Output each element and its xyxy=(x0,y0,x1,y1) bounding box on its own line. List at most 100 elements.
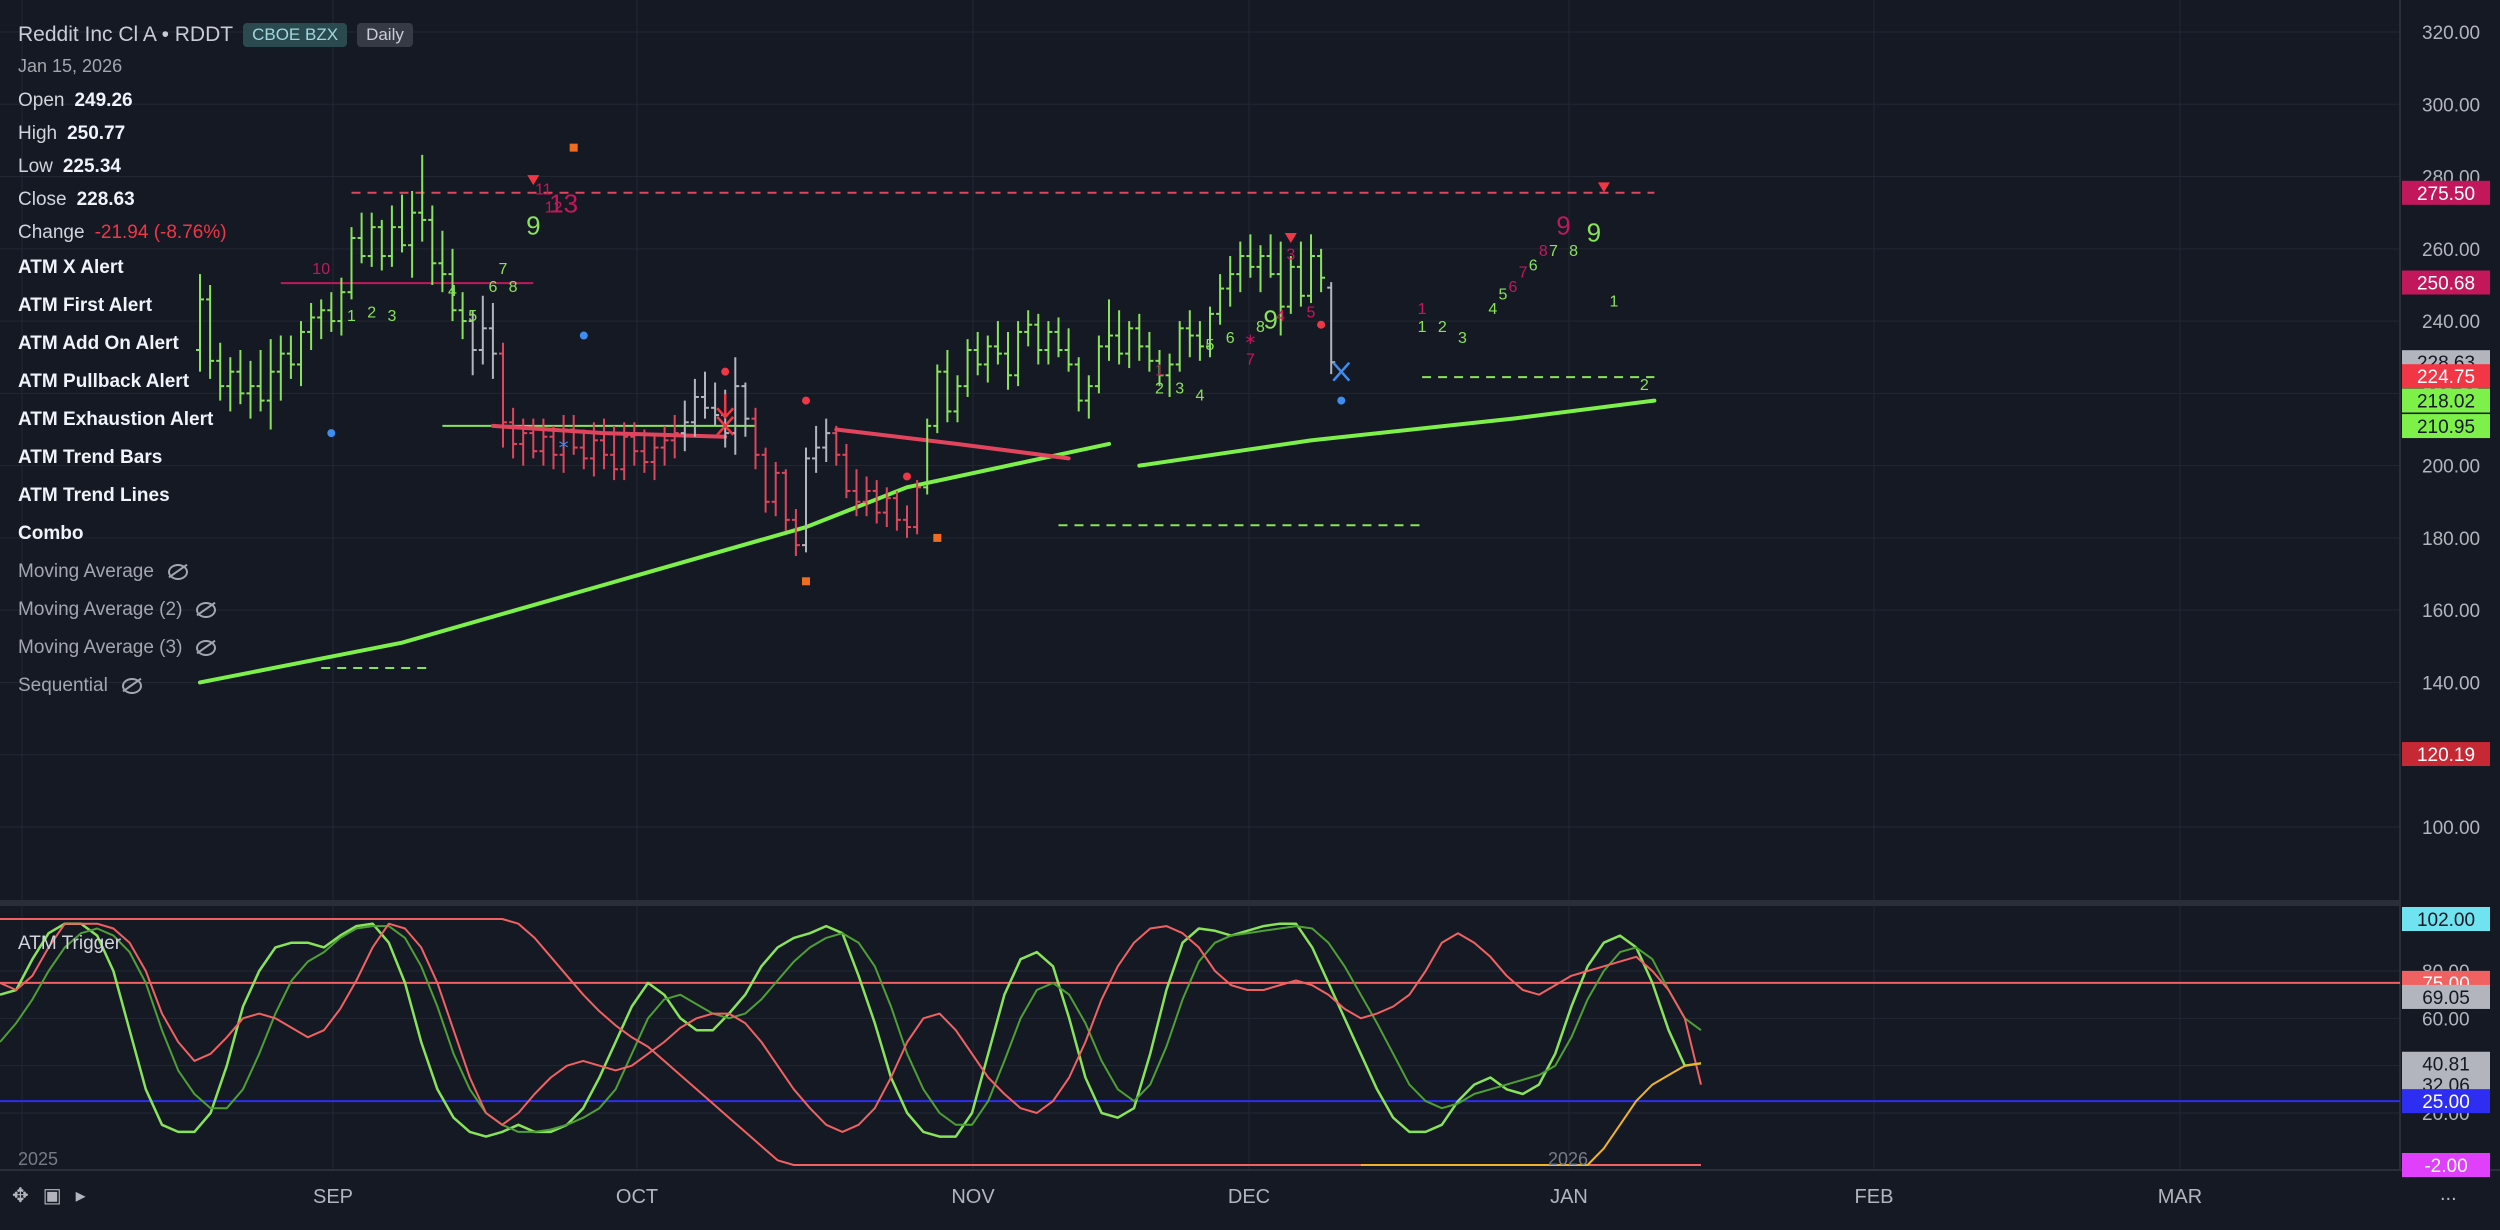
sequential-count-label: 7 xyxy=(499,261,508,278)
close-value: 228.63 xyxy=(76,188,135,210)
calendar-icon[interactable]: ▣ xyxy=(42,1185,62,1207)
exhaustion-triangle-icon xyxy=(527,175,540,186)
change-value: -21.94 (-8.76%) xyxy=(94,221,227,243)
sequential-count-label: 6 xyxy=(488,279,497,296)
sequential-count-label: 6 xyxy=(1529,258,1538,275)
price-axis-label: 320.00 xyxy=(2422,23,2480,44)
alert-dot-icon xyxy=(1317,320,1326,329)
indicator-list: ATM X Alert ATM First Alert ATM Add On Ale… xyxy=(18,249,413,705)
sequential-count-label: 1 xyxy=(1610,294,1619,311)
sequential-count-label: 4 xyxy=(1488,301,1497,318)
indicator-label: Combo xyxy=(18,523,84,544)
price-tag-label: 224.75 xyxy=(2417,367,2475,388)
sequential-count-label: 8 xyxy=(1569,243,1578,260)
chart-legend: Reddit Inc Cl A • RDDT CBOE BZX Daily Ja… xyxy=(18,20,413,705)
sequential-count-label: 3 xyxy=(1458,330,1467,347)
sequential-count-label: 9 xyxy=(1556,210,1570,240)
indicator-item[interactable]: Moving Average (2) xyxy=(18,591,413,629)
alert-dot-icon xyxy=(903,472,911,481)
bottom-toolbar: ✥ ▣ ▸ xyxy=(12,1183,86,1208)
price-axis-label: 200.00 xyxy=(2422,457,2480,478)
price-tag xyxy=(2402,907,2490,931)
play-icon[interactable]: ▸ xyxy=(75,1185,86,1207)
ohlc-change: Change -21.94 (-8.76%) xyxy=(18,216,413,249)
indicator-label: Moving Average (2) xyxy=(18,599,183,620)
sequential-count-label: 7 xyxy=(1519,265,1528,282)
price-tag xyxy=(2402,1089,2490,1114)
sequential-count-label: 10 xyxy=(312,261,330,278)
time-axis-label: FEB xyxy=(1855,1186,1894,1208)
symbol-title[interactable]: Reddit Inc Cl A • RDDT xyxy=(18,23,234,46)
sequential-count-label: 8 xyxy=(509,279,518,296)
indicator-item[interactable]: Combo xyxy=(18,515,413,553)
price-tag-label: 218.02 xyxy=(2417,392,2475,413)
more-button[interactable]: ... xyxy=(2440,1183,2457,1205)
sequential-count-label: 5 xyxy=(1307,304,1316,321)
indicator-item[interactable]: ATM Exhaustion Alert xyxy=(18,401,413,439)
price-tag-label: 250.68 xyxy=(2417,273,2475,294)
sequential-count-label: 4 xyxy=(1195,388,1204,405)
hidden-eye-icon[interactable] xyxy=(196,640,217,656)
asterisk-icon: * xyxy=(559,436,569,460)
lower-pane-title[interactable]: ATM Trigger xyxy=(18,933,122,954)
time-axis-label: NOV xyxy=(951,1186,995,1208)
indicator-item[interactable]: ATM Trend Lines xyxy=(18,477,413,515)
interval-badge[interactable]: Daily xyxy=(357,23,413,47)
hidden-eye-icon[interactable] xyxy=(167,564,188,580)
oscillator-axis-label: 60.00 xyxy=(2422,1009,2470,1030)
oscillator-line xyxy=(0,925,1702,1133)
indicator-item[interactable]: ATM X Alert xyxy=(18,249,413,287)
price-tag xyxy=(2402,270,2490,295)
hidden-eye-icon[interactable] xyxy=(196,602,217,618)
price-tag-label: 120.19 xyxy=(2417,745,2475,766)
exchange-badge[interactable]: CBOE BZX xyxy=(243,23,348,47)
sequential-count-label: 2 xyxy=(1438,319,1447,336)
sequential-count-label: 3 xyxy=(1286,247,1295,264)
bar-date: Jan 15, 2026 xyxy=(18,56,123,76)
indicator-label: ATM X Alert xyxy=(18,257,124,278)
indicator-label: ATM Pullback Alert xyxy=(18,371,190,392)
sequential-count-label: 1 xyxy=(347,308,356,325)
indicator-item[interactable]: ATM Pullback Alert xyxy=(18,363,413,401)
hidden-eye-icon[interactable] xyxy=(121,678,142,694)
sequential-count-label: 7 xyxy=(1246,351,1255,368)
move-icon[interactable]: ✥ xyxy=(12,1185,29,1207)
year-label-mid: 2026 xyxy=(1548,1149,1589,1169)
indicator-label: Moving Average (3) xyxy=(18,637,183,658)
indicator-item[interactable]: Moving Average xyxy=(18,553,413,591)
price-tag xyxy=(2402,1153,2490,1177)
sequential-count-label: 13 xyxy=(549,189,578,219)
indicator-label: ATM Add On Alert xyxy=(18,333,179,354)
price-axis-label: 260.00 xyxy=(2422,240,2480,261)
high-label: High xyxy=(18,122,58,144)
indicator-item[interactable]: ATM Trend Bars xyxy=(18,439,413,477)
time-axis-label: MAR xyxy=(2158,1186,2202,1208)
alert-dot-icon xyxy=(327,429,336,438)
change-label: Change xyxy=(18,221,85,243)
sequential-count-label: 4 xyxy=(1276,308,1285,325)
sequential-count-label: 1 xyxy=(1418,301,1427,318)
sequential-count-label: 9 xyxy=(1587,218,1601,248)
sequential-count-label: 2 xyxy=(1640,377,1649,394)
alert-dot-icon xyxy=(579,331,588,340)
ohlc-open: Open 249.26 xyxy=(18,84,413,117)
indicator-item[interactable]: ATM First Alert xyxy=(18,287,413,325)
indicator-item[interactable]: Moving Average (3) xyxy=(18,629,413,667)
moving-average-line xyxy=(1137,398,1657,468)
price-tag xyxy=(2402,388,2490,413)
alert-dot-icon xyxy=(1337,396,1346,405)
indicator-label: Sequential xyxy=(18,675,108,696)
ohlc-close: Close 228.63 xyxy=(18,183,413,216)
price-tag-label: 25.00 xyxy=(2422,1092,2470,1113)
exhaustion-triangle-icon xyxy=(1597,182,1610,193)
indicator-label: ATM Trend Lines xyxy=(18,485,170,506)
year-label-left: 2025 xyxy=(18,1149,59,1169)
ohlc-high: High 250.77 xyxy=(18,117,413,150)
indicator-item[interactable]: Sequential xyxy=(18,667,413,705)
price-axis-label: 300.00 xyxy=(2422,95,2480,116)
price-tag xyxy=(2402,364,2490,389)
oscillator-line xyxy=(1360,1062,1702,1166)
indicator-item[interactable]: ATM Add On Alert xyxy=(18,325,413,363)
sequential-count-label: 1 xyxy=(1418,319,1427,336)
